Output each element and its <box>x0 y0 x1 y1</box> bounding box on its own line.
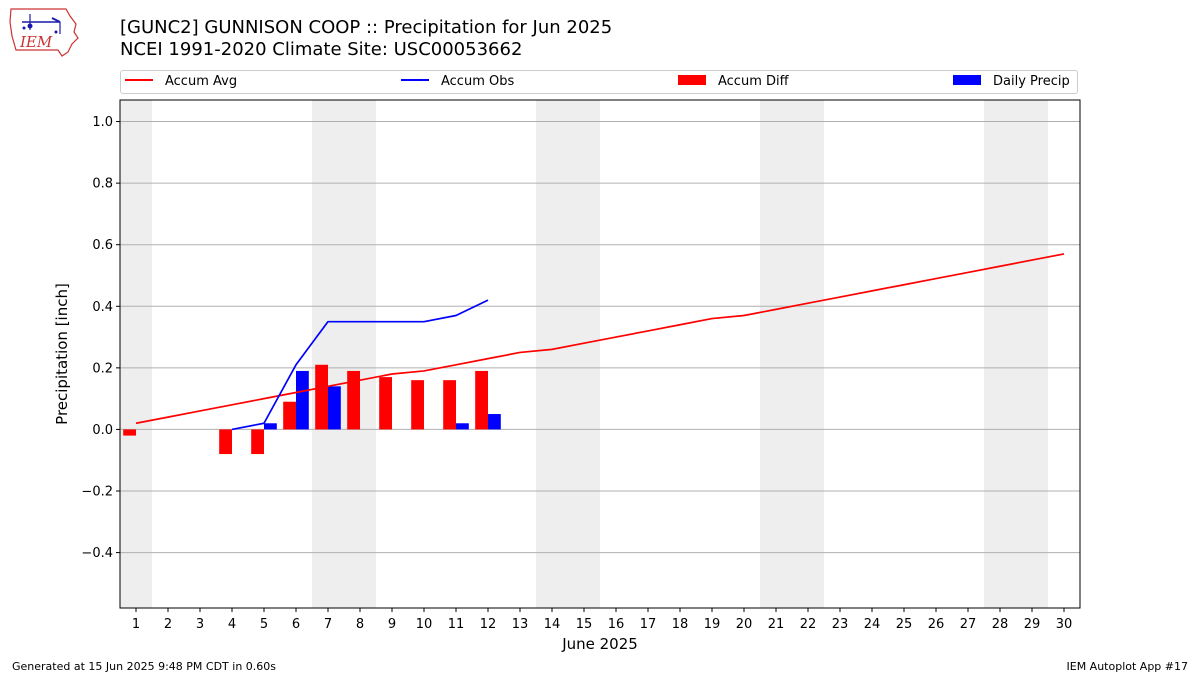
weekend-shade <box>984 100 1048 608</box>
x-tick-label: 17 <box>640 617 657 632</box>
legend-swatch-accum-avg <box>125 79 153 81</box>
legend-label-daily-precip: Daily Precip <box>993 74 1070 89</box>
bar-daily-precip <box>456 423 469 430</box>
plot-frame <box>119 99 1081 609</box>
y-tick-label: 0.0 <box>92 423 113 438</box>
bar-accum-diff <box>123 429 136 436</box>
x-tick-label: 27 <box>960 617 977 632</box>
y-tick-label: 0.2 <box>92 361 113 376</box>
x-tick-label: 16 <box>608 617 625 632</box>
logo-text: IEM <box>19 33 53 51</box>
bar-accum-diff <box>315 364 328 430</box>
bar-accum-diff <box>475 370 488 430</box>
chart-title: [GUNC2] GUNNISON COOP :: Precipitation f… <box>120 17 613 38</box>
x-tick-label: 7 <box>324 617 332 632</box>
legend-swatch-accum-obs <box>401 79 429 81</box>
y-tick-label: 1.0 <box>92 115 113 130</box>
bar-accum-diff <box>283 401 296 430</box>
x-axis-label: June 2025 <box>561 635 638 653</box>
legend-item-accum-obs: Accum Obs <box>401 74 514 90</box>
y-tick-label: 0.6 <box>92 238 113 253</box>
iowa-outline-icon <box>9 8 79 57</box>
x-tick-label: 4 <box>228 617 236 632</box>
x-tick-label: 12 <box>480 617 497 632</box>
x-tick-label: 1 <box>132 617 140 632</box>
x-tick-label: 15 <box>576 617 593 632</box>
y-tick-label: −0.2 <box>81 485 113 500</box>
weekend-shade <box>536 100 600 608</box>
x-tick-label: 28 <box>992 617 1009 632</box>
bar-accum-diff <box>379 377 392 430</box>
bar-daily-precip <box>488 414 501 430</box>
chart-subtitle: NCEI 1991-2020 Climate Site: USC00053662 <box>120 39 523 60</box>
x-tick-label: 18 <box>672 617 689 632</box>
x-tick-label: 22 <box>800 617 817 632</box>
bar-daily-precip <box>264 423 277 430</box>
generated-timestamp: Generated at 15 Jun 2025 9:48 PM CDT in … <box>12 660 277 673</box>
legend: Accum Avg Accum Obs Accum Diff Daily Pre… <box>120 70 1078 94</box>
x-tick-label: 11 <box>448 617 465 632</box>
legend-label-accum-diff: Accum Diff <box>718 74 789 89</box>
legend-swatch-daily-precip <box>953 75 981 85</box>
x-tick-label: 23 <box>832 617 849 632</box>
bar-accum-diff <box>411 380 424 430</box>
legend-label-accum-obs: Accum Obs <box>441 74 515 89</box>
line-accum-avg <box>135 253 1065 425</box>
x-tick-label: 13 <box>512 617 529 632</box>
weekend-shade <box>760 100 824 608</box>
app-credit: IEM Autoplot App #17 <box>1066 660 1189 673</box>
x-tick-label: 30 <box>1056 617 1073 632</box>
x-tick-label: 21 <box>768 617 785 632</box>
bar-daily-precip <box>328 386 341 430</box>
x-tick-label: 6 <box>292 617 300 632</box>
y-tick-label: 0.4 <box>92 300 113 315</box>
bar-accum-diff <box>219 429 232 455</box>
y-tick-label: −0.4 <box>81 546 113 561</box>
x-tick-label: 3 <box>196 617 204 632</box>
weather-instrument-icon <box>22 14 61 34</box>
x-tick-label: 5 <box>260 617 268 632</box>
weekend-shade <box>312 100 376 608</box>
legend-item-daily-precip: Daily Precip <box>953 74 1070 90</box>
x-tick-label: 2 <box>164 617 172 632</box>
legend-swatch-accum-diff <box>678 75 706 85</box>
weekend-shade <box>120 100 152 608</box>
iem-logo: IEM <box>9 8 79 57</box>
x-tick-label: 9 <box>388 617 396 632</box>
x-tick-label: 26 <box>928 617 945 632</box>
legend-label-accum-avg: Accum Avg <box>165 74 238 89</box>
bar-accum-diff <box>347 370 360 430</box>
bar-accum-diff <box>251 429 264 455</box>
x-tick-label: 29 <box>1024 617 1041 632</box>
x-tick-label: 19 <box>704 617 721 632</box>
x-tick-label: 14 <box>544 617 561 632</box>
y-tick-label: 0.8 <box>92 177 113 192</box>
line-accum-obs <box>231 299 489 431</box>
bar-accum-diff <box>443 380 456 430</box>
x-tick-label: 25 <box>896 617 913 632</box>
bar-daily-precip <box>296 370 309 430</box>
x-tick-label: 8 <box>356 617 364 632</box>
x-tick-label: 20 <box>736 617 753 632</box>
legend-item-accum-avg: Accum Avg <box>125 74 237 90</box>
legend-item-accum-diff: Accum Diff <box>678 74 789 90</box>
x-tick-label: 10 <box>416 617 433 632</box>
x-tick-label: 24 <box>864 617 881 632</box>
y-axis-label: Precipitation [inch] <box>53 283 71 425</box>
